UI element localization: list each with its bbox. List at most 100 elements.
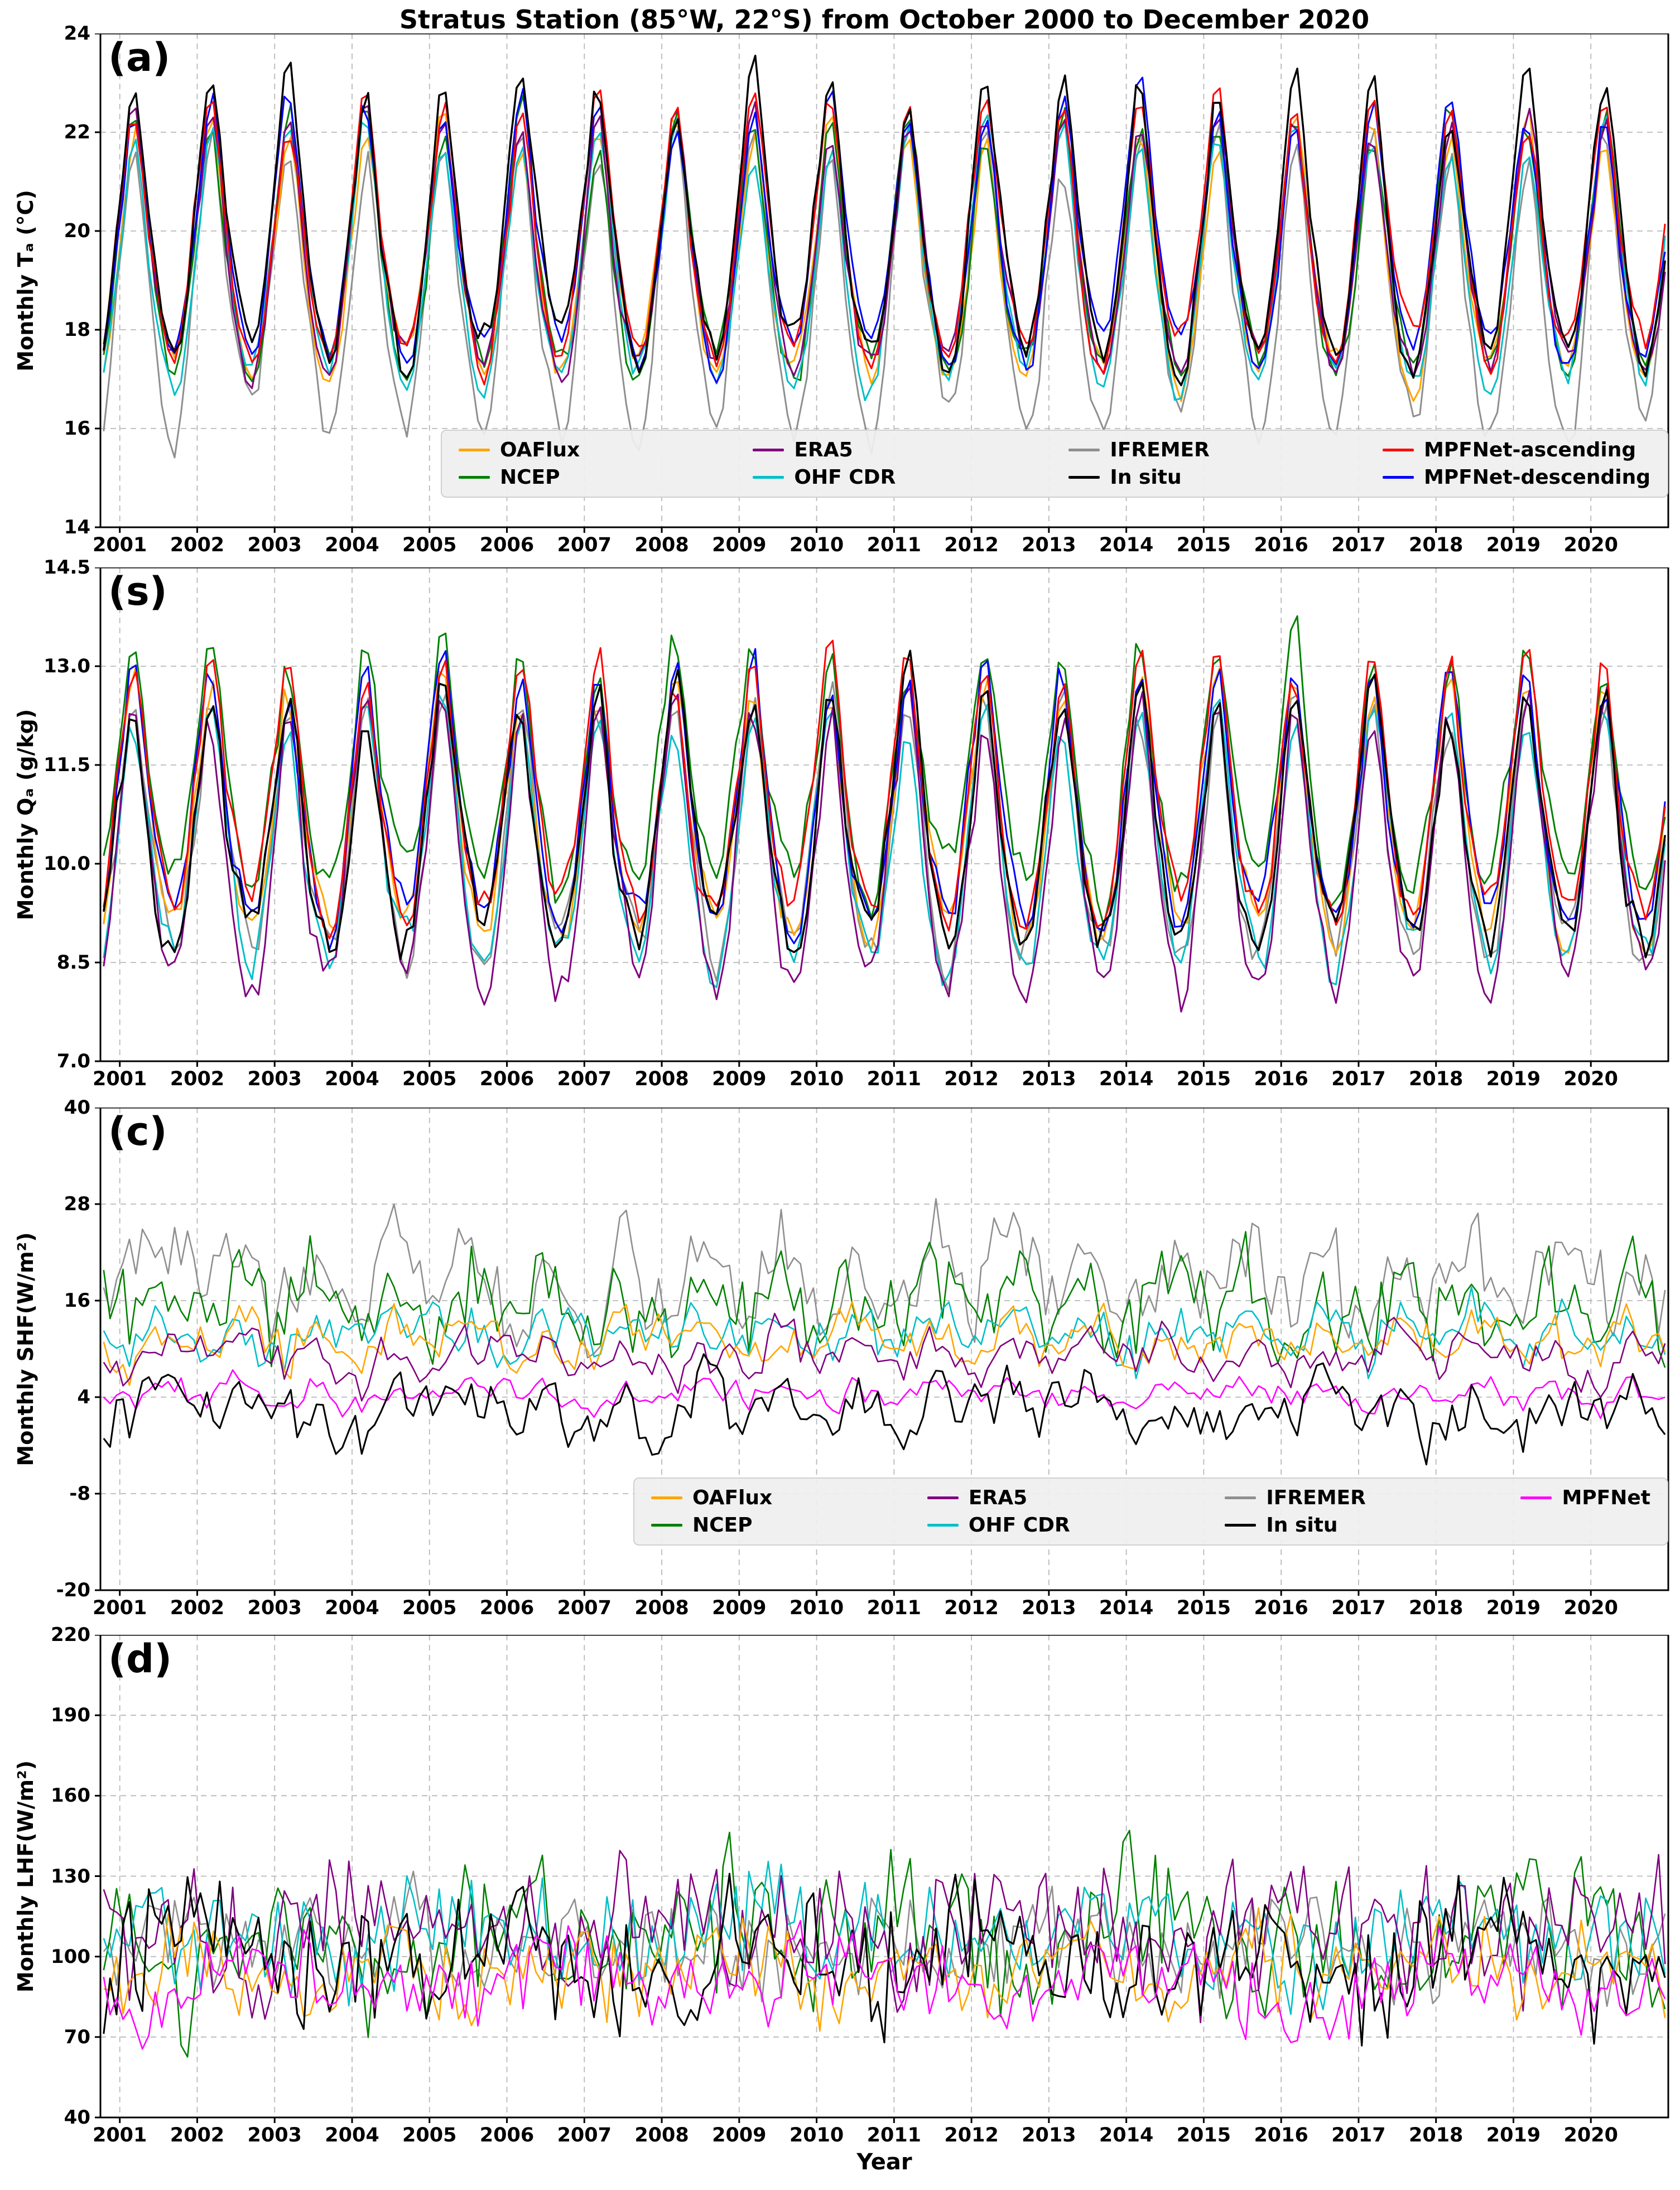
panel-label-s: (s)	[108, 569, 167, 614]
y-tick-label: 130	[51, 1865, 90, 1888]
legend-line-swatch	[1382, 476, 1414, 479]
y-tick-label: 7.0	[56, 1050, 90, 1072]
series-line-oaflux	[103, 1301, 1666, 1387]
x-tick-label: 2018	[1408, 1068, 1464, 1090]
x-tick-label: 2011	[867, 1597, 922, 1619]
x-tick-label: 2003	[247, 1597, 302, 1619]
x-tick-label: 2003	[247, 2124, 302, 2146]
legend-label: OAFlux	[500, 439, 580, 461]
legend-item: ERA5	[927, 1486, 1070, 1509]
x-tick-label: 2017	[1331, 1597, 1386, 1619]
y-tick-label: -20	[56, 1579, 90, 1601]
x-tick-label: 2013	[1022, 2124, 1076, 2146]
x-tick-label: 2020	[1563, 1597, 1618, 1619]
y-tick-label: 13.0	[44, 655, 90, 677]
tick-marks	[95, 1108, 1592, 1596]
legend-item: OHF CDR	[927, 1514, 1070, 1537]
x-tick-label: 2017	[1331, 1068, 1386, 1090]
legend-label: MPFNet-ascending	[1423, 439, 1636, 461]
legend-item: IFREMER	[1068, 439, 1210, 461]
legend-label: OHF CDR	[794, 466, 896, 489]
panel-label-a: (a)	[108, 35, 171, 80]
legend-item: OAFlux	[459, 439, 580, 461]
legend-item: NCEP	[651, 1514, 772, 1537]
x-tick-label: 2016	[1254, 2124, 1308, 2146]
x-tick-label: 2012	[944, 1597, 999, 1619]
x-tick-label: 2010	[789, 2124, 844, 2146]
y-tick-label: -8	[69, 1483, 90, 1505]
y-tick-label: 4	[77, 1386, 90, 1408]
series-line-in-situ	[103, 1353, 1666, 1466]
legend-label: OAFlux	[692, 1486, 773, 1509]
series-line-ifremer	[103, 1198, 1666, 1359]
x-tick-label: 2012	[944, 1068, 999, 1090]
x-tick-label: 2004	[325, 534, 379, 556]
y-tick-label: 100	[51, 1945, 90, 1968]
x-tick-label: 2007	[557, 1597, 612, 1619]
legend-line-swatch	[753, 476, 784, 479]
legend-line-swatch	[1225, 1496, 1257, 1499]
x-tick-label: 2004	[325, 2124, 379, 2146]
x-tick-label: 2014	[1099, 2124, 1154, 2146]
x-tick-label: 2002	[170, 1068, 225, 1090]
y-tick-label: 220	[51, 1624, 90, 1646]
x-tick-label: 2017	[1331, 2124, 1386, 2146]
tick-marks	[95, 567, 1592, 1067]
x-tick-label: 2007	[557, 1068, 612, 1090]
x-tick-label: 2008	[634, 534, 689, 556]
legend-item: NCEP	[459, 466, 580, 489]
x-tick-label: 2015	[1176, 534, 1231, 556]
series-line-in-situ	[103, 1873, 1666, 2047]
legend-label: OHF CDR	[968, 1514, 1070, 1537]
x-tick-label: 2007	[557, 2124, 612, 2146]
panel-c-plot	[95, 1108, 1669, 1596]
legend-label: ERA5	[968, 1486, 1028, 1509]
legend-line-swatch	[1382, 449, 1414, 451]
x-tick-label: 2018	[1408, 2124, 1464, 2146]
x-tick-label: 2001	[92, 2124, 147, 2146]
y-tick-label: 16	[64, 417, 90, 440]
legend-item: MPFNet-descending	[1382, 466, 1650, 489]
x-tick-label: 2005	[402, 1068, 457, 1090]
x-tick-label: 2007	[557, 534, 612, 556]
legend-line-swatch	[1068, 449, 1100, 451]
x-tick-label: 2018	[1408, 1597, 1464, 1619]
x-tick-label: 2016	[1254, 1068, 1308, 1090]
x-tick-label: 2006	[479, 534, 535, 556]
tick-marks	[95, 33, 1592, 533]
tick-marks	[95, 1635, 1592, 2123]
legend-item: In situ	[1225, 1514, 1365, 1537]
y-tick-label: 40	[64, 2106, 90, 2129]
legend-line-swatch	[927, 1496, 959, 1499]
legend-item: OAFlux	[651, 1486, 772, 1509]
gridlines	[100, 1108, 1668, 1591]
x-tick-label: 2002	[170, 1597, 225, 1619]
x-tick-label: 2009	[712, 1597, 767, 1619]
x-tick-label: 2012	[944, 534, 999, 556]
x-tick-label: 2006	[479, 1597, 535, 1619]
x-tick-label: 2015	[1176, 2124, 1231, 2146]
series-line-ohf-cdr	[103, 1286, 1666, 1380]
x-tick-label: 2011	[867, 1068, 922, 1090]
legend-item: ERA5	[753, 439, 896, 461]
x-tick-label: 2018	[1408, 534, 1464, 556]
legend-a: OAFlux NCEP ERA5 OHF CDR IFREMER In situ MPFNe…	[441, 430, 1668, 498]
x-tick-label: 2013	[1022, 1597, 1076, 1619]
y-tick-label: 16	[64, 1289, 90, 1312]
x-tick-label: 2009	[712, 1068, 767, 1090]
panel-label-c: (c)	[108, 1109, 167, 1154]
legend-item: IFREMER	[1225, 1486, 1366, 1509]
y-tick-label: 14	[64, 516, 90, 538]
x-tick-label: 2009	[712, 2124, 767, 2146]
x-tick-label: 2010	[789, 1597, 844, 1619]
x-tick-label: 2002	[170, 2124, 225, 2146]
legend-line-swatch	[753, 449, 784, 451]
x-tick-label: 2011	[867, 534, 922, 556]
y-axis-title-s: Monthly Qₐ (g/kg)	[13, 709, 38, 920]
x-tick-label: 2006	[479, 1068, 535, 1090]
x-tick-label: 2015	[1176, 1597, 1231, 1619]
y-tick-label: 22	[64, 121, 90, 143]
x-tick-label: 2013	[1022, 534, 1076, 556]
legend-c: OAFlux NCEP ERA5 OHF CDR IFREMER In situ MPFNe…	[633, 1477, 1668, 1546]
x-tick-label: 2004	[325, 1597, 379, 1619]
